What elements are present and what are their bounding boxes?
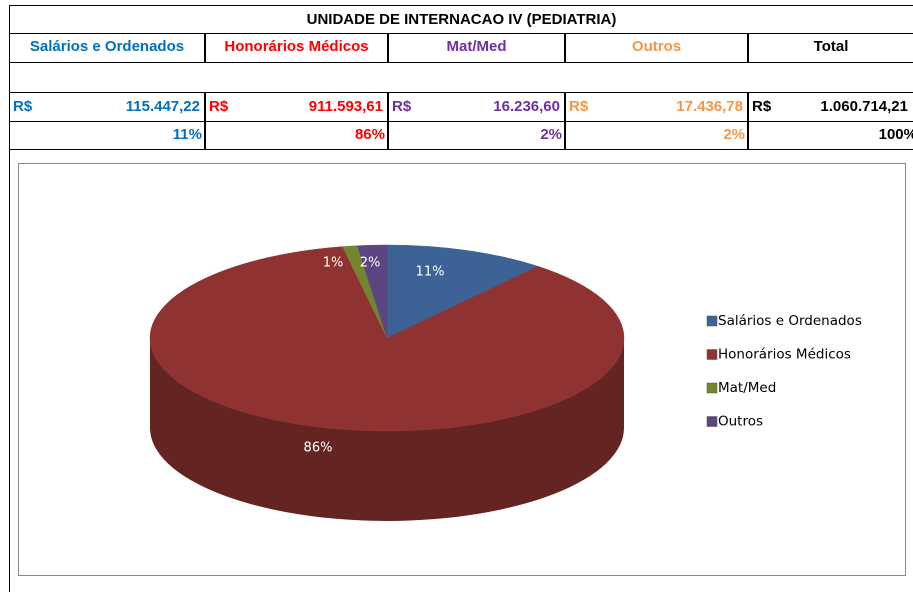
- data-label: 1%: [323, 256, 344, 271]
- percent: 11%: [9, 121, 205, 150]
- amount-cell: [565, 92, 748, 122]
- pie-slice: [356, 244, 388, 339]
- title: UNIDADE DE INTERNACAO IV (PEDIATRIA): [9, 5, 913, 34]
- pie-side: [150, 338, 624, 521]
- data-label: 86%: [304, 441, 333, 456]
- column-header: Outros: [565, 33, 748, 63]
- currency: R$: [209, 98, 229, 115]
- legend-swatch: [706, 349, 718, 360]
- amount-cell: [388, 92, 565, 122]
- amount-cell: [9, 92, 205, 122]
- column-header: Mat/Med: [388, 33, 565, 63]
- legend-swatch: [706, 382, 718, 394]
- amount: 17.436,78: [676, 98, 743, 115]
- column-header: Salários e Ordenados: [9, 33, 205, 63]
- amount: 911.593,61: [308, 98, 383, 115]
- legend-label: Outros: [718, 414, 763, 430]
- legend-label: Honorários Médicos: [718, 347, 851, 363]
- amount-cell: [748, 92, 913, 122]
- legend-swatch: [706, 315, 718, 327]
- amount: 16.236,60: [493, 98, 560, 115]
- amount: 115.447,22: [125, 98, 200, 115]
- pie-slice: [386, 244, 539, 339]
- currency: R$: [752, 98, 772, 115]
- data-label: 2%: [360, 256, 381, 271]
- data-label: 11%: [416, 265, 445, 280]
- legend-label: Salários e Ordenados: [718, 313, 862, 329]
- percent: 86%: [205, 121, 388, 150]
- currency: R$: [392, 98, 412, 115]
- percent: 2%: [388, 121, 565, 150]
- pie-slice: [149, 246, 625, 432]
- currency: R$: [569, 98, 589, 115]
- amount: 1.060.714,21: [820, 98, 908, 115]
- currency: R$: [13, 98, 33, 115]
- empty-row: [9, 63, 913, 93]
- amount-cell: [205, 92, 388, 122]
- percent: 2%: [565, 121, 748, 150]
- percent: 100%: [748, 121, 913, 150]
- legend-label: Mat/Med: [718, 380, 776, 396]
- legend-swatch: [706, 416, 718, 427]
- column-header: Total: [748, 33, 913, 63]
- column-header: Honorários Médicos: [205, 33, 388, 63]
